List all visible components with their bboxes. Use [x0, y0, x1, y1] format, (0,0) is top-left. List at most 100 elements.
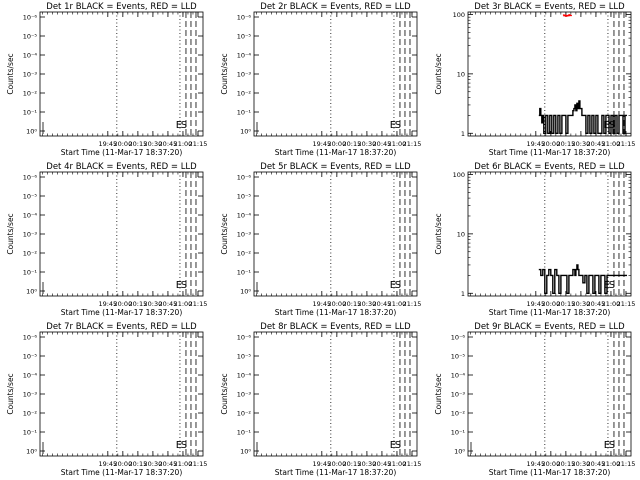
plot-frame: [39, 331, 204, 457]
x-tick-label: 20:00: [541, 460, 560, 468]
marker-label-s: S: [395, 120, 401, 131]
x-tick-label: 21:00: [602, 300, 621, 308]
y-tick-label: 10⁻⁴: [23, 372, 38, 380]
x-tick-label: 20:30: [144, 460, 163, 468]
y-tick-label: 10⁻²: [237, 410, 252, 418]
x-tick-label: 21:00: [174, 460, 193, 468]
plot-frame: [253, 171, 418, 297]
x-tick-label: 21:15: [403, 300, 422, 308]
x-axis-label: Start Time (11-Mar-17 18:37:20): [489, 148, 611, 157]
y-tick-label: 10⁻¹: [237, 109, 252, 117]
y-tick-label: 10⁻²: [23, 90, 38, 98]
y-tick-label: 10⁰: [240, 288, 251, 296]
panel-det-8r: Det 8r BLACK = Events, RED = LLD Counts/s…: [220, 322, 421, 477]
x-tick-label: 21:15: [403, 140, 422, 148]
x-tick-label: 19:45: [526, 460, 545, 468]
x-tick-label: 20:15: [342, 140, 361, 148]
x-axis-label: Start Time (11-Mar-17 18:37:20): [61, 308, 183, 317]
y-tick-label: 10⁰: [454, 448, 465, 456]
x-tick-label: 20:30: [572, 460, 591, 468]
marker-label-e: E: [390, 120, 396, 131]
y-axis-label: Counts/sec: [6, 53, 15, 94]
x-tick-label: 20:00: [327, 460, 346, 468]
panel-det-1r: Det 1r BLACK = Events, RED = LLD Counts/s…: [6, 2, 207, 157]
marker-label-e: E: [176, 440, 182, 451]
plot-frame: [39, 171, 204, 297]
y-tick-label: 10⁻⁶: [237, 174, 252, 182]
panel-det-7r: Det 7r BLACK = Events, RED = LLD Counts/s…: [6, 322, 207, 477]
y-axis-label: Counts/sec: [220, 213, 229, 254]
x-tick-label: 21:15: [617, 460, 636, 468]
y-tick-label: 10⁻²: [23, 410, 38, 418]
y-tick-label: 10⁻⁵: [23, 33, 38, 41]
plot-frame: [39, 11, 204, 137]
y-axis-label: Counts/sec: [220, 373, 229, 414]
marker-label-s: S: [609, 280, 615, 291]
x-tick-label: 20:00: [113, 460, 132, 468]
marker-label-s: S: [181, 280, 187, 291]
y-tick-label: 10⁻⁶: [451, 334, 466, 342]
y-axis-label: Counts/sec: [434, 213, 443, 254]
x-tick-label: 20:45: [587, 140, 606, 148]
panel-det-5r: Det 5r BLACK = Events, RED = LLD Counts/s…: [220, 162, 421, 317]
x-tick-label: 20:45: [159, 460, 178, 468]
x-tick-label: 21:00: [388, 140, 407, 148]
x-tick-label: 20:30: [144, 300, 163, 308]
x-tick-label: 19:45: [312, 140, 331, 148]
y-tick-label: 10: [457, 230, 465, 238]
x-tick-label: 20:00: [113, 140, 132, 148]
x-tick-label: 20:30: [358, 460, 377, 468]
y-tick-label: 10⁰: [26, 288, 37, 296]
marker-label-e: E: [390, 440, 396, 451]
x-tick-label: 19:45: [526, 300, 545, 308]
y-tick-label: 10⁻¹: [237, 269, 252, 277]
y-tick-label: 10⁻¹: [23, 109, 38, 117]
x-axis-label: Start Time (11-Mar-17 18:37:20): [489, 468, 611, 477]
y-tick-label: 10⁻⁶: [23, 14, 38, 22]
plot-frame: [467, 331, 632, 457]
x-axis-label: Start Time (11-Mar-17 18:37:20): [275, 468, 397, 477]
panel-title: Det 1r BLACK = Events, RED = LLD: [46, 2, 197, 12]
x-axis-label: Start Time (11-Mar-17 18:37:20): [61, 148, 183, 157]
y-tick-label: 10: [457, 70, 465, 78]
y-tick-label: 100: [453, 11, 465, 19]
marker-label-s: S: [181, 440, 187, 451]
y-tick-label: 10⁻³: [23, 391, 38, 399]
x-tick-label: 20:15: [342, 300, 361, 308]
marker-label-s: S: [395, 440, 401, 451]
x-tick-label: 19:45: [526, 140, 545, 148]
x-tick-label: 21:00: [388, 460, 407, 468]
y-tick-label: 10⁻²: [237, 90, 252, 98]
y-tick-label: 1: [461, 290, 465, 298]
panel-title: Det 7r BLACK = Events, RED = LLD: [46, 322, 197, 332]
x-tick-label: 20:00: [327, 140, 346, 148]
y-tick-label: 10⁻¹: [23, 269, 38, 277]
marker-label-s: S: [609, 440, 615, 451]
panel-title: Det 2r BLACK = Events, RED = LLD: [260, 2, 411, 12]
y-tick-label: 10⁻⁵: [237, 193, 252, 201]
y-tick-label: 10⁻⁶: [23, 174, 38, 182]
series-lld-line: [562, 14, 572, 17]
x-tick-label: 21:15: [189, 460, 208, 468]
x-tick-label: 20:45: [587, 300, 606, 308]
x-tick-label: 19:45: [312, 460, 331, 468]
panel-det-6r: Det 6r BLACK = Events, RED = LLD Counts/s…: [434, 162, 635, 317]
panel-title: Det 4r BLACK = Events, RED = LLD: [46, 162, 197, 172]
y-tick-label: 10⁻²: [23, 250, 38, 258]
x-tick-label: 21:15: [617, 140, 636, 148]
x-tick-label: 20:45: [159, 300, 178, 308]
marker-label-s: S: [609, 120, 615, 131]
x-tick-label: 19:45: [98, 460, 117, 468]
y-tick-label: 10⁻¹: [451, 429, 466, 437]
marker-label-e: E: [604, 120, 610, 131]
y-tick-label: 10⁻³: [23, 71, 38, 79]
x-tick-label: 21:00: [174, 140, 193, 148]
panel-det-2r: Det 2r BLACK = Events, RED = LLD Counts/s…: [220, 2, 421, 157]
plot-frame: [253, 331, 418, 457]
marker-label-e: E: [176, 120, 182, 131]
marker-label-e: E: [390, 280, 396, 291]
y-tick-label: 10⁻⁵: [237, 33, 252, 41]
y-tick-label: 10⁻¹: [23, 429, 38, 437]
x-tick-label: 20:45: [373, 460, 392, 468]
x-tick-label: 20:45: [587, 460, 606, 468]
